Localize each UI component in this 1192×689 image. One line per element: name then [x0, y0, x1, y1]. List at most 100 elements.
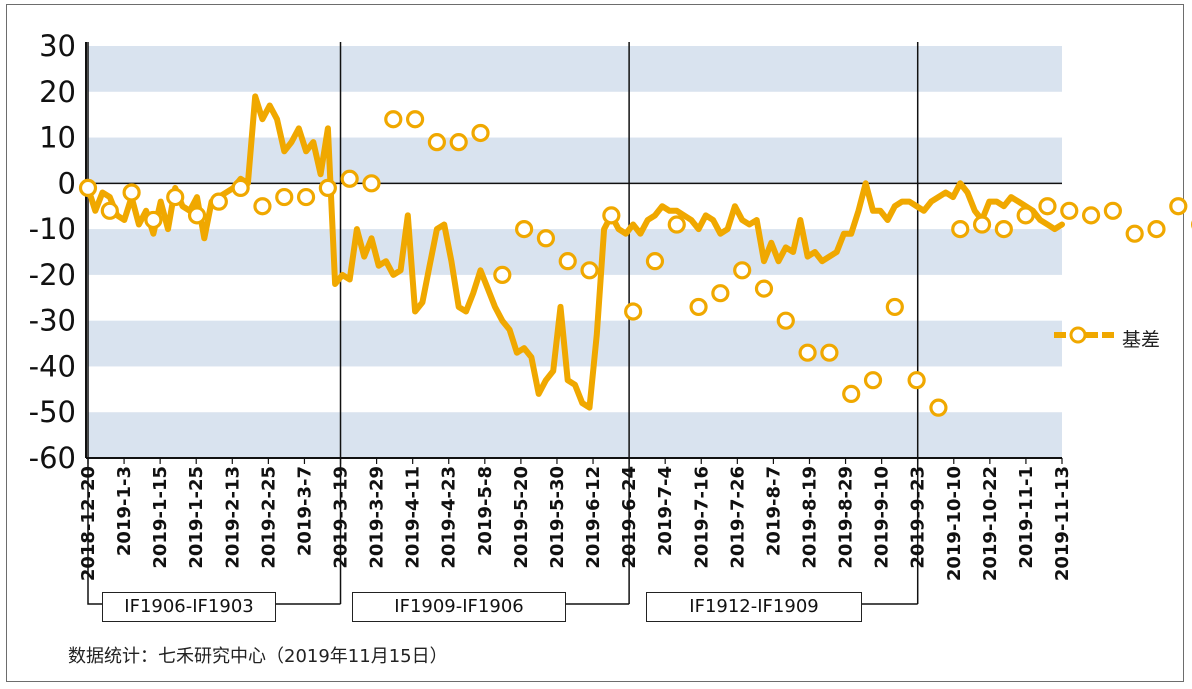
series-line-basis	[85, 93, 1065, 411]
y-tick-label: -10	[29, 212, 76, 246]
data-point	[907, 371, 926, 390]
y-tick-label: -20	[29, 258, 76, 292]
data-point	[231, 178, 250, 198]
data-point	[318, 178, 337, 198]
contract-label-1: IF1906-IF1903	[102, 592, 276, 622]
x-tick-label: 2019-2-13	[222, 466, 243, 569]
data-point	[1016, 206, 1035, 225]
data-point	[187, 206, 207, 225]
data-point	[166, 187, 185, 207]
data-point	[405, 110, 425, 129]
data-point	[754, 279, 774, 298]
x-tick-label: 2019-8-29	[836, 466, 857, 569]
x-tick-label: 2019-1-3	[114, 466, 135, 556]
x-tick-label: 2019-3-19	[331, 466, 352, 569]
data-point	[253, 197, 272, 216]
data-point	[580, 261, 599, 280]
data-point	[362, 174, 381, 193]
grid-band	[88, 229, 1062, 275]
x-tick-label: 2019-2-25	[258, 466, 279, 569]
x-tick-label: 2019-11-13	[1052, 466, 1073, 581]
x-tick-label: 2019-1-25	[186, 466, 207, 569]
grid-band	[88, 412, 1062, 458]
y-tick-label: -50	[29, 395, 76, 429]
data-point	[820, 343, 839, 362]
data-point	[602, 206, 621, 225]
x-tick-label: 2019-1-15	[150, 466, 171, 569]
y-tick-label: -30	[29, 304, 76, 338]
data-point	[209, 192, 228, 211]
x-tick-label: 2019-4-11	[403, 466, 424, 569]
data-point	[536, 229, 556, 248]
x-tick-label: 2019-10-22	[980, 466, 1001, 581]
x-tick-label: 2019-11-1	[1016, 466, 1037, 569]
data-point	[1147, 220, 1166, 239]
data-point	[449, 133, 468, 152]
grid-band	[88, 320, 1062, 367]
y-tick-label: 0	[58, 166, 76, 200]
contract-label-2: IF1909-IF1906	[352, 592, 566, 622]
y-tick-label: 30	[39, 29, 76, 63]
grid-band	[88, 46, 1062, 92]
data-point	[711, 284, 730, 303]
x-tick-label: 2019-3-7	[294, 466, 315, 556]
source-note: 数据统计：七禾研究中心（2019年11月15日）	[68, 646, 448, 667]
legend: 基差	[1052, 322, 1182, 352]
data-point	[624, 302, 643, 321]
data-point	[776, 311, 795, 330]
data-point	[885, 297, 904, 317]
data-point	[733, 261, 752, 280]
grid-band	[88, 137, 1062, 184]
data-point	[1125, 224, 1144, 243]
data-point	[842, 384, 861, 404]
data-point	[798, 343, 817, 362]
data-point	[427, 133, 446, 152]
data-point	[1103, 201, 1122, 220]
x-tick-label: 2019-5-8	[475, 466, 496, 556]
data-point	[972, 215, 992, 234]
data-point	[558, 252, 577, 271]
y-tick-label: 20	[39, 75, 76, 109]
x-tick-label: 2019-9-10	[872, 466, 893, 569]
x-tick-label: 2019-8-7	[763, 466, 784, 556]
data-point	[384, 110, 403, 129]
x-tick-label: 2019-10-10	[944, 466, 965, 581]
contract-bracket	[87, 42, 102, 605]
data-point	[689, 297, 708, 317]
data-point	[471, 123, 490, 143]
data-point	[340, 169, 359, 188]
data-point	[863, 371, 883, 390]
data-point	[667, 215, 686, 234]
y-tick-label: -60	[29, 441, 76, 475]
data-point	[994, 220, 1013, 239]
data-point	[1169, 197, 1188, 216]
x-tick-label: 2019-9-23	[908, 466, 929, 569]
x-tick-label: 2019-5-20	[511, 466, 532, 569]
x-tick-label: 2019-7-16	[691, 466, 712, 569]
data-point	[144, 210, 163, 230]
x-tick-label: 2019-8-19	[799, 466, 820, 569]
x-tick-label: 2019-7-26	[727, 466, 748, 569]
data-point	[78, 178, 98, 198]
data-point	[929, 398, 948, 417]
data-point	[296, 187, 316, 207]
data-point	[1060, 201, 1079, 220]
y-tick-label: 10	[39, 121, 76, 155]
data-point	[100, 201, 119, 220]
x-tick-label: 2019-5-30	[547, 466, 568, 569]
data-point	[1038, 197, 1057, 216]
x-tick-label: 2019-6-24	[619, 466, 640, 569]
y-tick-label: -40	[29, 349, 76, 383]
x-tick-label: 2019-7-4	[655, 466, 676, 556]
contract-label-3: IF1912-IF1909	[646, 592, 862, 622]
data-point	[275, 187, 294, 207]
x-tick-label: 2019-3-29	[367, 466, 388, 569]
data-point	[515, 220, 534, 239]
legend-marker-icon	[1054, 326, 1114, 344]
legend-label: 基差	[1122, 329, 1161, 351]
data-point	[951, 220, 970, 239]
data-point	[645, 252, 665, 271]
x-tick-label: 2018-12-20	[78, 466, 99, 581]
x-tick-label: 2019-4-23	[439, 466, 460, 569]
data-point	[493, 265, 512, 284]
